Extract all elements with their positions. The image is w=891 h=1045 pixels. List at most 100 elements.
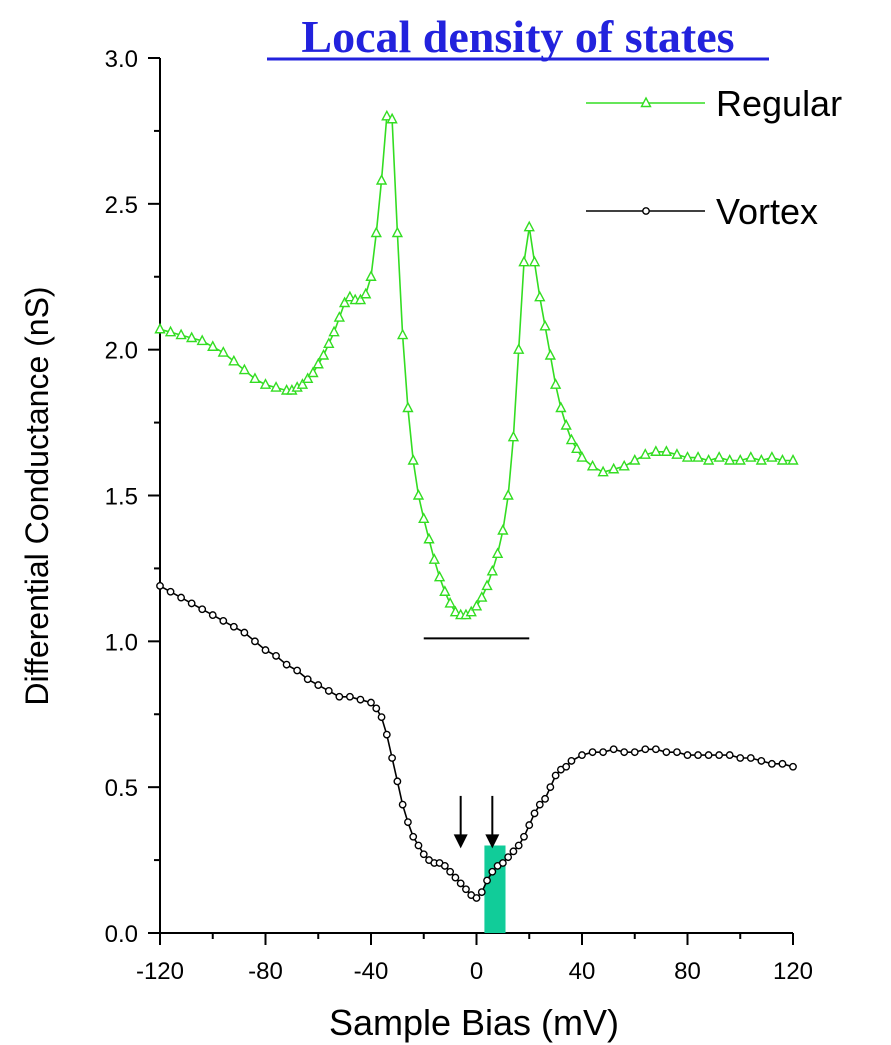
x-tick-label: 40	[569, 958, 596, 985]
data-point-vortex	[651, 745, 660, 754]
data-point-vortex	[398, 800, 407, 809]
data-point-vortex	[345, 692, 354, 701]
data-point-vortex	[219, 617, 228, 625]
data-point-vortex	[472, 894, 481, 902]
data-point-regular	[338, 296, 351, 308]
data-point-regular	[433, 570, 446, 582]
x-tick-label: -40	[354, 958, 389, 985]
data-point-vortex	[488, 867, 497, 876]
data-point-regular	[217, 346, 229, 357]
data-point-regular	[507, 430, 520, 442]
data-point-regular	[412, 489, 425, 500]
data-point-regular	[333, 311, 346, 322]
data-point-regular	[323, 337, 335, 349]
y-axis-ticks: 0.0 0.5 1.0 1.5 2.0 2.5 3.0	[105, 46, 160, 948]
data-point-regular	[381, 109, 393, 121]
data-point-regular	[270, 381, 282, 392]
data-point-regular	[576, 451, 588, 462]
data-point-regular	[396, 328, 409, 340]
data-point-vortex	[757, 757, 766, 765]
data-point-vortex	[335, 692, 344, 701]
data-point-vortex	[694, 751, 702, 759]
data-point-regular	[407, 454, 419, 465]
data-point-regular	[302, 372, 314, 384]
data-point-vortex	[282, 660, 291, 669]
data-point-vortex	[736, 754, 745, 762]
data-point-vortex	[419, 850, 428, 859]
data-point-regular	[755, 454, 768, 465]
y-tick-label: 0.5	[105, 775, 138, 802]
data-point-regular	[391, 226, 404, 238]
data-point-vortex	[156, 582, 164, 590]
data-point-vortex	[251, 637, 259, 646]
data-point-vortex	[599, 748, 607, 757]
data-point-vortex	[372, 704, 381, 713]
data-point-regular	[734, 454, 746, 465]
data-point-regular	[296, 378, 309, 389]
data-point-vortex	[229, 622, 238, 631]
x-axis-label: Sample Bias (mV)	[329, 1002, 619, 1043]
y-tick-label: 1.0	[105, 629, 138, 656]
data-point-vortex	[535, 800, 544, 809]
data-point-regular	[476, 591, 488, 602]
data-point-regular	[565, 433, 578, 445]
data-point-regular	[238, 363, 251, 375]
data-point-regular	[618, 459, 630, 471]
data-point-vortex	[404, 818, 412, 827]
data-point-vortex	[393, 777, 402, 786]
data-point-vortex	[451, 873, 460, 882]
data-point-regular	[207, 340, 219, 351]
data-point-vortex	[240, 628, 249, 637]
data-point-regular	[560, 419, 572, 430]
data-point-regular	[164, 325, 177, 337]
data-point-regular	[344, 290, 356, 302]
y-tick-label: 2.5	[105, 192, 138, 219]
data-point-vortex	[293, 666, 302, 675]
data-point-vortex	[324, 687, 333, 695]
data-point-regular	[428, 553, 440, 564]
data-point-regular	[196, 334, 208, 346]
data-point-vortex	[778, 759, 787, 768]
arrow-head	[453, 834, 468, 849]
data-point-vortex	[630, 748, 639, 757]
data-point-regular	[365, 270, 377, 281]
data-point-regular	[702, 454, 715, 465]
data-point-regular	[776, 454, 789, 465]
y-tick-label: 0.0	[105, 921, 138, 948]
data-point-vortex	[166, 587, 175, 596]
data-point-regular	[745, 451, 757, 462]
data-point-vortex	[261, 646, 270, 654]
data-point-regular	[259, 378, 272, 389]
data-point-regular	[386, 112, 398, 124]
annotations	[423, 637, 530, 933]
series-line-vortex	[159, 585, 794, 900]
data-point-vortex	[789, 762, 797, 771]
data-point-vortex	[551, 771, 560, 780]
x-tick-label: -80	[248, 958, 283, 985]
data-point-vortex	[683, 751, 692, 759]
data-point-vortex	[578, 751, 586, 759]
y-tick-label: 2.0	[105, 338, 138, 365]
data-point-vortex	[409, 832, 418, 841]
data-point-vortex	[588, 748, 597, 757]
x-tick-label: -120	[136, 958, 184, 985]
data-point-vortex	[609, 745, 618, 754]
data-point-vortex	[662, 748, 671, 757]
data-point-vortex	[525, 821, 534, 829]
data-point-vortex	[462, 885, 470, 894]
x-axis-ticks: -120 -80 -40 0 40 80 120	[136, 933, 813, 985]
data-point-regular	[423, 532, 435, 544]
data-point-vortex	[477, 888, 486, 897]
data-point-vortex	[725, 751, 734, 759]
data-point-vortex	[208, 611, 217, 619]
data-point-vortex	[641, 745, 650, 754]
data-point-regular	[544, 349, 557, 360]
data-point-regular	[370, 226, 382, 238]
data-point-regular	[418, 512, 430, 524]
series-regular	[154, 109, 799, 620]
data-point-regular	[671, 448, 683, 459]
data-point-vortex	[541, 794, 549, 803]
data-point-vortex	[673, 748, 681, 757]
legend-marker-regular	[640, 96, 652, 108]
data-point-regular	[497, 524, 509, 535]
